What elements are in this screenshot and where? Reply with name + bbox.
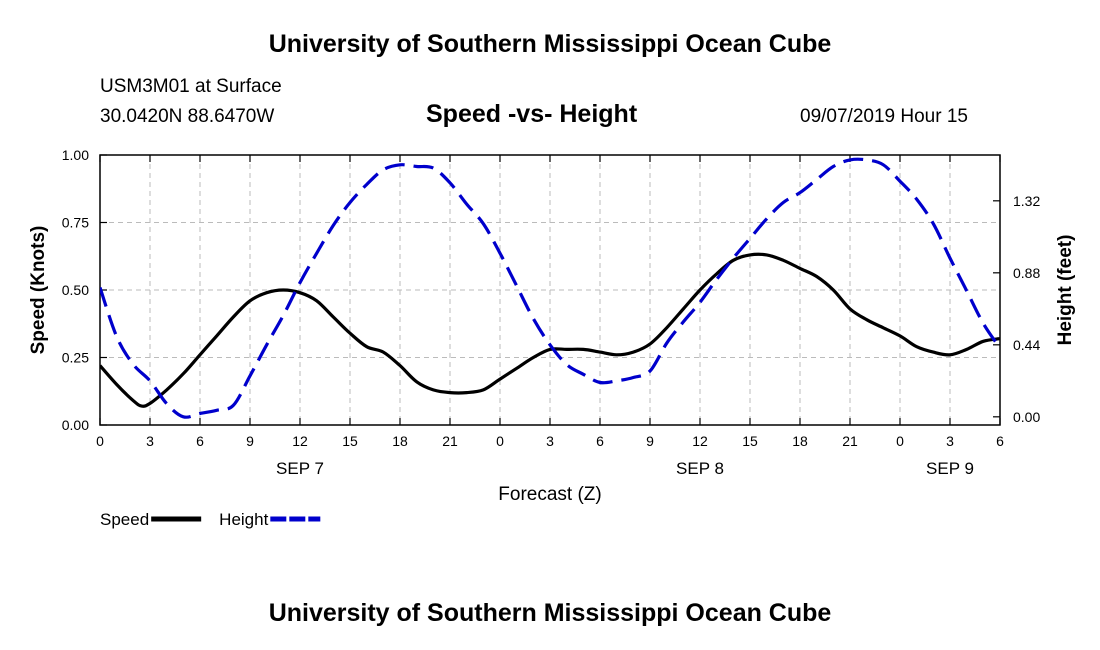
y-axis-title: Speed (Knots) xyxy=(28,226,49,355)
x-tick-label: 15 xyxy=(742,433,758,449)
x-tick-label: 12 xyxy=(292,433,308,449)
y2-tick-label: 1.32 xyxy=(1013,193,1040,209)
x-tick-label: 18 xyxy=(792,433,808,449)
x-axis-title: Forecast (Z) xyxy=(498,484,601,505)
day-label: SEP 7 xyxy=(276,459,324,478)
x-tick-label: 6 xyxy=(196,433,204,449)
x-tick-label: 3 xyxy=(546,433,554,449)
y-tick-label: 0.00 xyxy=(62,417,89,433)
day-label: SEP 9 xyxy=(926,459,974,478)
y-tick-label: 0.75 xyxy=(62,215,89,231)
height-series-line xyxy=(100,157,1000,419)
y-tick-label: 0.25 xyxy=(62,350,89,366)
page-title: University of Southern Mississippi Ocean… xyxy=(268,30,832,58)
x-tick-label: 9 xyxy=(646,433,654,449)
x-tick-label: 0 xyxy=(96,433,104,449)
forecast-datetime: 09/07/2019 Hour 15 xyxy=(800,106,968,127)
x-tick-label: 0 xyxy=(896,433,904,449)
y2-tick-label: 0.00 xyxy=(1013,409,1040,425)
x-tick-label: 6 xyxy=(596,433,604,449)
legend-label: Height xyxy=(219,510,268,529)
y-tick-label: 0.50 xyxy=(62,282,89,298)
y2-tick-label: 0.44 xyxy=(1013,337,1040,353)
footer-title: University of Southern Mississippi Ocean… xyxy=(268,599,832,627)
legend-label: Speed xyxy=(100,510,149,529)
station-label: USM3M01 at Surface xyxy=(100,76,282,97)
x-tick-label: 12 xyxy=(692,433,708,449)
coordinates-label: 30.0420N 88.6470W xyxy=(100,106,275,127)
x-tick-label: 3 xyxy=(146,433,154,449)
day-label: SEP 8 xyxy=(676,459,724,478)
x-tick-label: 15 xyxy=(342,433,358,449)
speed-series-line xyxy=(100,252,1000,408)
x-tick-label: 6 xyxy=(996,433,1004,449)
x-tick-label: 0 xyxy=(496,433,504,449)
x-tick-label: 18 xyxy=(392,433,408,449)
y2-axis-title: Height (feet) xyxy=(1055,235,1076,346)
x-tick-label: 3 xyxy=(946,433,954,449)
x-tick-label: 21 xyxy=(442,433,458,449)
x-tick-label: 9 xyxy=(246,433,254,449)
y2-tick-label: 0.88 xyxy=(1013,265,1040,281)
y-tick-label: 1.00 xyxy=(62,147,89,163)
x-tick-label: 21 xyxy=(842,433,858,449)
chart-title: Speed -vs- Height xyxy=(426,100,638,128)
